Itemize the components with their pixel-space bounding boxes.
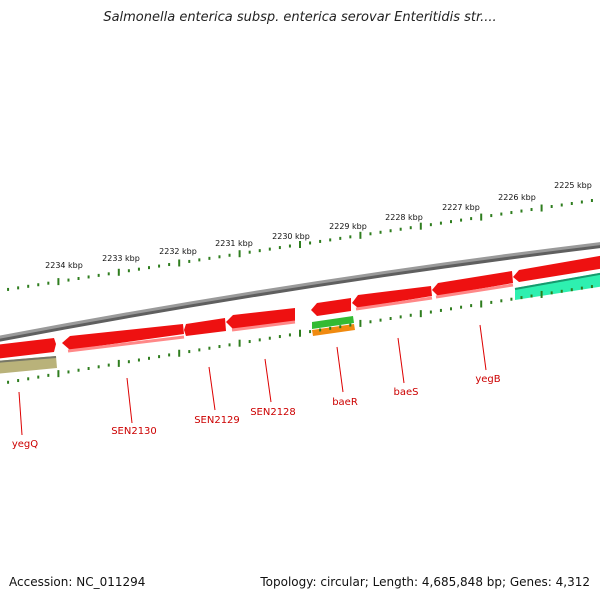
kbp-label-2230: 2230 kbp xyxy=(272,232,310,241)
callout-line-sen2130 xyxy=(126,377,133,424)
kbp-label-2227: 2227 kbp xyxy=(442,203,480,212)
callout-line-sen2129 xyxy=(208,366,216,411)
kbp-label-2225: 2225 kbp xyxy=(554,181,592,190)
genome-title: Salmonella enterica subsp. enterica sero… xyxy=(103,10,497,25)
kbp-label-group: 2225 kbp 2226 kbp 2227 kbp 2228 kbp 2229… xyxy=(45,181,592,270)
gene-arrow-baer xyxy=(311,298,351,316)
gene-highlight-yegb xyxy=(435,283,514,299)
kbp-label-2229: 2229 kbp xyxy=(329,222,367,231)
reverse-strand-genes xyxy=(0,272,600,374)
gene-arrow-right-edge xyxy=(513,255,600,282)
gene-arrow-left-edge xyxy=(0,338,56,359)
genome-backbone xyxy=(0,242,600,339)
gene-arrow-yegb-rna xyxy=(515,272,600,300)
gene-callout-lines xyxy=(18,324,487,436)
kbp-label-2231: 2231 kbp xyxy=(215,239,253,248)
gene-arrow-yegb xyxy=(432,271,513,296)
gene-highlight-yegb-rna xyxy=(514,272,600,290)
gene-arrow-baer-orange xyxy=(312,324,355,336)
kbp-label-2233: 2233 kbp xyxy=(102,254,140,263)
gene-arrow-sen2129 xyxy=(184,318,226,336)
backbone-shadow xyxy=(0,243,600,342)
outer-tick-ruler xyxy=(7,199,593,291)
gene-arrow-baes xyxy=(352,286,432,308)
gene-arrow-sen2128 xyxy=(226,308,295,329)
gene-label-yegq: yegQ xyxy=(12,439,38,450)
gene-label-sen2128: SEN2128 xyxy=(250,407,296,418)
gene-label-sen2129: SEN2129 xyxy=(194,415,240,426)
callout-line-baer xyxy=(336,346,344,393)
callout-line-yegq xyxy=(18,391,23,436)
gene-label-group: yegQ SEN2130 SEN2129 SEN2128 baeR baeS y… xyxy=(12,374,501,450)
gene-arrow-sen2130 xyxy=(62,324,184,350)
gene-label-baer: baeR xyxy=(332,397,358,408)
kbp-label-2232: 2232 kbp xyxy=(159,247,197,256)
callout-line-baes xyxy=(397,337,405,384)
kbp-label-2228: 2228 kbp xyxy=(385,213,423,222)
gene-arrow-baer-green xyxy=(312,316,354,329)
gene-highlight-yegq xyxy=(0,356,57,363)
inner-tick-ruler xyxy=(7,285,593,384)
kbp-label-2226: 2226 kbp xyxy=(498,193,536,202)
accession-label: Accession: NC_011294 xyxy=(9,575,146,589)
callout-line-yegb xyxy=(479,324,487,371)
gene-label-yegb: yegB xyxy=(475,374,500,385)
genome-summary: Topology: circular; Length: 4,685,848 bp… xyxy=(260,575,590,589)
gene-highlight-baes xyxy=(355,296,433,311)
forward-strand-genes xyxy=(0,255,600,359)
gene-highlight-sen2128 xyxy=(231,320,296,332)
kbp-label-2234: 2234 kbp xyxy=(45,261,83,270)
gene-highlight-sen2130 xyxy=(67,335,185,353)
gene-label-sen2130: SEN2130 xyxy=(111,426,157,437)
gene-label-baes: baeS xyxy=(394,387,419,398)
callout-line-sen2128 xyxy=(264,358,272,403)
